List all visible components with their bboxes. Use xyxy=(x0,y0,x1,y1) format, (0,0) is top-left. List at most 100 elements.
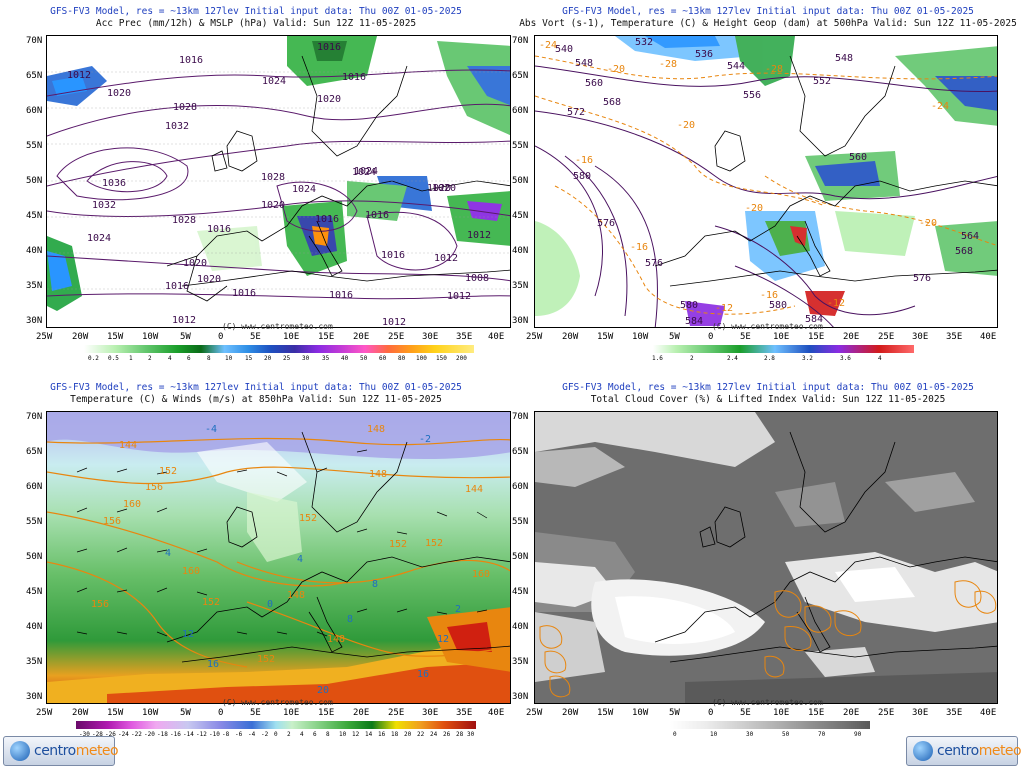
height-label: 560 xyxy=(849,152,867,163)
lon-label: 40E xyxy=(980,708,997,718)
height-label: 560 xyxy=(585,78,603,89)
colorbar-tick: -18 xyxy=(157,731,168,738)
lon-label: 25W xyxy=(36,332,53,342)
centrometeo-logo-right[interactable]: centrometeo xyxy=(906,736,1022,766)
temp-label: -24 xyxy=(539,40,557,51)
lon-label: 30E xyxy=(422,332,439,342)
lon-label: 10E xyxy=(773,332,790,342)
geopotential-label: 148 xyxy=(369,469,387,480)
lon-label: 20E xyxy=(843,332,860,342)
lat-label: 70N xyxy=(512,36,529,46)
colorbar-tick: 8 xyxy=(207,355,211,362)
height-label: 552 xyxy=(813,76,831,87)
lat-label: 70N xyxy=(26,36,43,46)
temperature-label: -4 xyxy=(205,424,217,435)
lat-label: 30N xyxy=(512,316,529,326)
height-label: 548 xyxy=(575,58,593,69)
colorbar-tick: 90 xyxy=(854,731,862,738)
lon-label: 0 xyxy=(708,708,714,718)
isobar-label: 1016 xyxy=(329,290,353,301)
colorbar-tick: -16 xyxy=(170,731,181,738)
lon-label: 25W xyxy=(36,708,53,718)
lon-label: 20W xyxy=(72,708,89,718)
colorbar-tick: -28 xyxy=(92,731,103,738)
lat-label: 45N xyxy=(512,587,529,597)
colorbar-tick: 30 xyxy=(302,355,310,362)
temp-label: -28 xyxy=(765,64,783,75)
lon-label: 15W xyxy=(597,332,614,342)
temp-label: -20 xyxy=(745,203,763,214)
isobar-label: 1020 xyxy=(107,88,131,99)
lat-label: 30N xyxy=(26,316,43,326)
colorbar-tick: -12 xyxy=(196,731,207,738)
isobar-label: 1012 xyxy=(67,70,91,81)
isobar-label: 1016 xyxy=(207,224,231,235)
colorbar-tick: 22 xyxy=(417,731,425,738)
temperature-label: 12 xyxy=(182,629,194,640)
lon-label: 10W xyxy=(142,708,159,718)
temp-label: -20 xyxy=(607,64,625,75)
centrometeo-logo-left[interactable]: centrometeo xyxy=(3,736,119,766)
isobar-label: 1020 xyxy=(432,183,456,194)
temp-label: -16 xyxy=(760,290,778,301)
colorbar-tick: 2 xyxy=(287,731,291,738)
temperature-label: 8 xyxy=(372,579,378,590)
isobar-label: 1024 xyxy=(87,233,111,244)
lon-label: 25E xyxy=(878,708,895,718)
colorbar-tick: 10 xyxy=(710,731,718,738)
lat-label: 40N xyxy=(512,622,529,632)
colorbar-tick: 30 xyxy=(467,731,475,738)
lat-label: 35N xyxy=(512,657,529,667)
isobar-label: 1020 xyxy=(317,94,341,105)
lon-label: 20W xyxy=(72,332,89,342)
height-label: 564 xyxy=(961,231,979,242)
geopotential-label: 152 xyxy=(257,654,275,665)
height-label: 532 xyxy=(635,37,653,48)
colorbar-tick: 20 xyxy=(404,731,412,738)
colorbar-tick: 4 xyxy=(300,731,304,738)
lat-label: 40N xyxy=(26,246,43,256)
cloud-cover-map xyxy=(534,411,998,704)
lat-label: 55N xyxy=(26,517,43,527)
colorbar-tick: 2.4 xyxy=(727,355,738,362)
lat-label: 45N xyxy=(26,587,43,597)
colorbar-tick: -30 xyxy=(79,731,90,738)
lat-label: 65N xyxy=(26,71,43,81)
lon-label: 10W xyxy=(632,708,649,718)
lon-label: 5W xyxy=(180,332,191,342)
panel-header-model: GFS-FV3 Model, res = ~13km 127lev Initia… xyxy=(562,382,974,393)
lat-label: 55N xyxy=(512,141,529,151)
geopotential-label: 148 xyxy=(327,634,345,645)
colorbar-tick: 24 xyxy=(430,731,438,738)
isobar-label: 1016 xyxy=(232,288,256,299)
lon-label: 25W xyxy=(526,332,543,342)
colorbar-tick: 50 xyxy=(782,731,790,738)
geopotential-label: 152 xyxy=(159,466,177,477)
isobar-label: 1016 xyxy=(342,72,366,83)
colorbar-tick: 35 xyxy=(322,355,330,362)
isobar-label: 1028 xyxy=(261,172,285,183)
panel-header-model: GFS-FV3 Model, res = ~13km 127lev Initia… xyxy=(562,6,974,17)
height-label: 584 xyxy=(805,314,823,325)
isobar-label: 1032 xyxy=(92,200,116,211)
geopotential-label: 152 xyxy=(202,597,220,608)
isobar-label: 1012 xyxy=(434,253,458,264)
colorbar-tick: -8 xyxy=(222,731,230,738)
isobar-label: 1008 xyxy=(465,273,489,284)
temperature-label: 20 xyxy=(317,685,329,696)
lon-label: 30E xyxy=(912,332,929,342)
isobar-label: 1024 xyxy=(354,166,378,177)
geopotential-label: 152 xyxy=(425,538,443,549)
isobar-label: 1012 xyxy=(172,315,196,326)
lat-label: 50N xyxy=(26,552,43,562)
height-label: 540 xyxy=(555,44,573,55)
lon-label: 15E xyxy=(808,708,825,718)
colorbar-tick: 4 xyxy=(168,355,172,362)
panel-header-model: GFS-FV3 Model, res = ~13km 127lev Initia… xyxy=(50,6,462,17)
height-label: 580 xyxy=(769,300,787,311)
lon-label: 40E xyxy=(488,332,505,342)
geopotential-label: 160 xyxy=(182,566,200,577)
lat-label: 30N xyxy=(512,692,529,702)
colorbar-tick: 15 xyxy=(245,355,253,362)
logo-text: centrometeo xyxy=(937,743,1022,759)
